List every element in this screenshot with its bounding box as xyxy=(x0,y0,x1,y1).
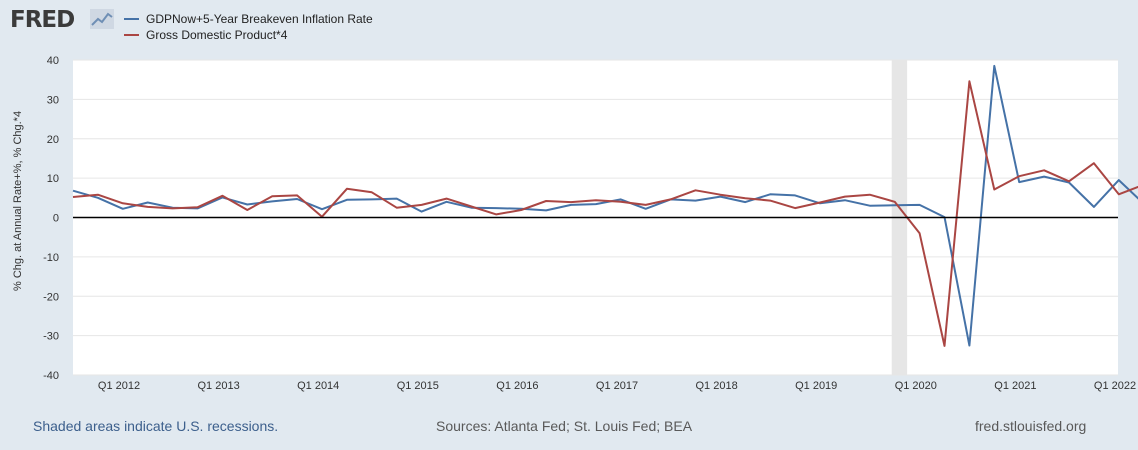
x-tick-label: Q1 2017 xyxy=(596,380,638,392)
site-link[interactable]: fred.stlouisfed.org xyxy=(975,418,1087,434)
y-tick-label: -40 xyxy=(43,370,59,382)
x-tick-label: Q1 2012 xyxy=(98,380,140,392)
x-tick-label: Q1 2020 xyxy=(895,380,937,392)
x-tick-label: Q1 2015 xyxy=(397,380,439,392)
legend-swatch-blue xyxy=(124,18,139,20)
line-chart: 40 30 20 10 0 -10 -20 -30 -40 Q1 2012 Q1 2013 Q1 20… xyxy=(43,55,1138,392)
y-tick-label: -10 xyxy=(43,252,59,264)
y-tick-label: -30 xyxy=(43,331,59,343)
y-tick-label: 10 xyxy=(47,173,59,185)
x-tick-label: Q1 2019 xyxy=(795,380,837,392)
series-line-gdpnow xyxy=(72,64,1138,347)
sources-text: Sources: Atlanta Fed; St. Louis Fed; BEA xyxy=(436,418,693,434)
y-tick-label: 30 xyxy=(47,94,59,106)
recession-note-link[interactable]: Shaded areas indicate U.S. recessions. xyxy=(33,418,279,434)
legend-item-gdp[interactable]: Gross Domestic Product*4 xyxy=(124,28,287,42)
y-tick-label: 0 xyxy=(53,213,59,225)
fred-logo[interactable]: FRED xyxy=(10,7,75,33)
x-tick-label: Q1 2021 xyxy=(994,380,1036,392)
line-graph-icon xyxy=(90,9,114,29)
legend-item-gdpnow[interactable]: GDPNow+5-Year Breakeven Inflation Rate xyxy=(124,12,373,26)
legend-label: GDPNow+5-Year Breakeven Inflation Rate xyxy=(146,12,373,26)
x-tick-label: Q1 2013 xyxy=(198,380,240,392)
y-tick-label: 40 xyxy=(47,55,59,67)
y-tick-label: 20 xyxy=(47,134,59,146)
series-line-gdp xyxy=(72,80,1138,347)
legend-label: Gross Domestic Product*4 xyxy=(146,28,288,42)
y-tick-label: -20 xyxy=(43,291,59,303)
legend-swatch-red xyxy=(124,34,139,36)
x-tick-label: Q1 2016 xyxy=(496,380,538,392)
x-tick-label: Q1 2022 xyxy=(1094,380,1136,392)
x-tick-label: Q1 2014 xyxy=(297,380,339,392)
x-tick-label: Q1 2018 xyxy=(696,380,738,392)
